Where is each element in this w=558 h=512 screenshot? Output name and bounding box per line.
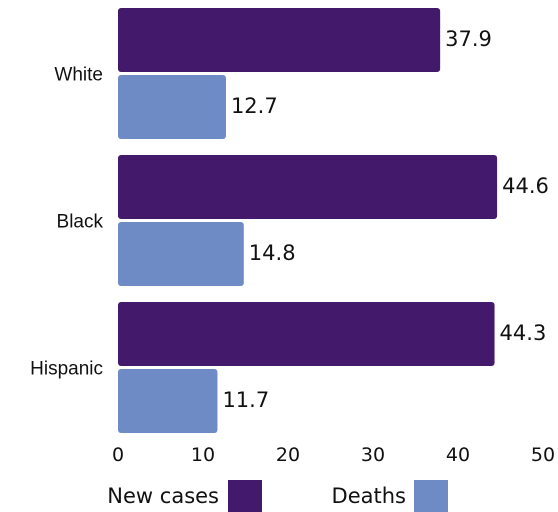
x-tick-label: 0 [112, 444, 124, 466]
x-tick-label: 20 [276, 444, 300, 466]
x-tick-label: 10 [191, 444, 215, 466]
x-tick-label: 30 [361, 444, 385, 466]
x-tick-label: 40 [446, 444, 470, 466]
legend: New cases Deaths [107, 480, 448, 512]
bar-black-deaths [118, 222, 244, 286]
category-label: White [54, 65, 103, 86]
data-label: 12.7 [231, 94, 278, 118]
bar-hispanic-new-cases [118, 302, 495, 366]
legend-swatch [414, 480, 448, 512]
bar-white-new-cases [118, 8, 441, 72]
data-label: 44.3 [500, 321, 547, 345]
data-label: 14.8 [249, 241, 296, 265]
legend-label: Deaths [332, 484, 406, 508]
bars-group: 37.9 12.7 44.6 14.8 44.3 11.7 [118, 8, 549, 433]
category-label: Hispanic [30, 359, 103, 380]
data-label: 37.9 [445, 27, 492, 51]
bar-black-new-cases [118, 155, 498, 219]
category-label: Black [57, 212, 104, 233]
legend-label: New cases [107, 484, 219, 508]
bar-white-deaths [118, 75, 226, 139]
data-label: 11.7 [222, 388, 269, 412]
data-label: 44.6 [502, 174, 549, 198]
category-labels: White Black Hispanic [30, 65, 103, 380]
x-tick-label: 50 [531, 444, 555, 466]
bar-hispanic-deaths [118, 369, 218, 433]
legend-swatch [228, 480, 262, 512]
x-axis-ticks: 0 10 20 30 40 50 [112, 444, 555, 466]
